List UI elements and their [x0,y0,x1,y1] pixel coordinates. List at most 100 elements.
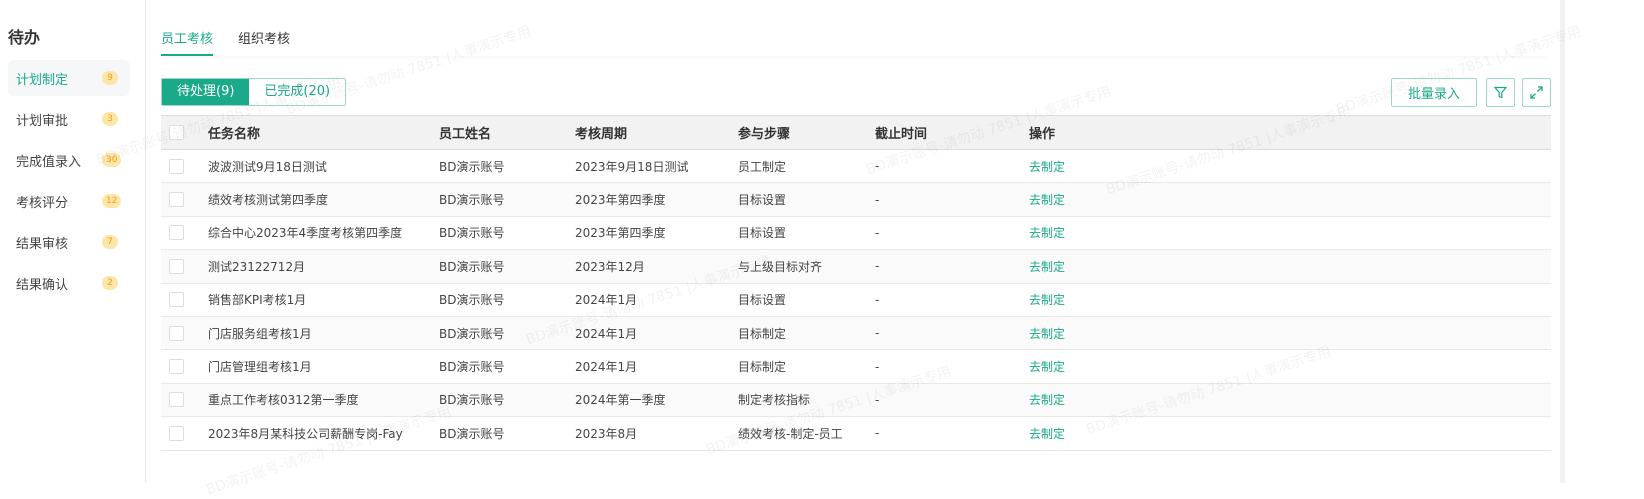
segment-pending[interactable]: 待处理(9) [162,79,250,105]
count-badge: 30 [102,153,122,167]
table-row: 绩效考核测试第四季度 BD演示账号 2023年第四季度 目标设置 - 去制定 [161,182,1551,217]
table-cell: 门店服务组考核1月 [208,316,439,351]
table-cell: 绩效考核测试第四季度 [208,182,439,217]
table-cell: - [875,182,1029,217]
table-cell: - [875,216,1029,251]
status-segment: 待处理(9) 已完成(20) [161,78,347,106]
count-badge: 9 [102,71,118,85]
select-all-checkbox[interactable] [169,125,184,140]
table-cell: 目标设置 [738,216,875,251]
table-cell: 2024年1月 [575,316,738,351]
action-link[interactable]: 去制定 [1029,293,1066,308]
row-checkbox[interactable] [169,359,184,375]
table-cell: 2023年9月18日测试 [575,149,738,184]
select-all[interactable] [161,115,208,150]
sidebar-item[interactable]: 结果审核 7 [8,224,130,260]
filter-button[interactable] [1486,78,1515,107]
table-row: 门店服务组考核1月 BD演示账号 2024年1月 目标制定 - 去制定 [161,316,1551,351]
table-cell: - [875,416,1029,451]
table-row: 2023年8月某科技公司薪酬专岗-Fay BD演示账号 2023年8月 绩效考核-制定… [161,416,1551,451]
table-cell: BD演示账号 [439,349,575,384]
expand-button[interactable] [1522,78,1551,107]
action-link[interactable]: 去制定 [1029,426,1066,441]
table-cell: 2024年1月 [575,349,738,384]
column-header: 员工姓名 [439,115,575,150]
table-cell: BD演示账号 [439,149,575,184]
table-row: 门店管理组考核1月 BD演示账号 2024年1月 目标制定 - 去制定 [161,349,1551,384]
sidebar-item[interactable]: 考核评分 12 [8,183,130,219]
sidebar-item[interactable]: 计划制定 9 [8,60,130,96]
sidebar-item-label: 完成值录入 [16,154,82,170]
expand-icon [1530,86,1543,99]
row-checkbox[interactable] [169,425,184,441]
table-cell: 重点工作考核0312第一季度 [208,383,439,418]
count-badge: 7 [102,235,118,249]
table-cell: 2024年1月 [575,283,738,317]
table-cell: BD演示账号 [439,383,575,418]
table-cell: 目标制定 [738,349,875,384]
table-cell: 目标制定 [738,316,875,351]
column-header: 考核周期 [575,115,738,150]
table-cell: - [875,383,1029,418]
sidebar-item[interactable]: 完成值录入 30 [8,142,130,178]
sidebar-item[interactable]: 计划审批 3 [8,101,130,137]
row-checkbox[interactable] [169,325,184,341]
sidebar-item-label: 结果审核 [16,236,69,252]
count-badge: 2 [102,276,118,290]
row-checkbox[interactable] [169,158,184,174]
sidebar: 待办 计划制定 9 计划审批 3 完成值录入 30 考核评分 12 结果审核 7 结果确认 2 [0,0,146,483]
column-header: 截止时间 [875,115,1029,150]
table-cell: 波波测试9月18日测试 [208,149,439,184]
table-cell: BD演示账号 [439,216,575,251]
count-badge: 12 [102,194,122,208]
table-cell: 2023年8月 [575,416,738,451]
row-checkbox[interactable] [169,258,184,274]
table-cell: BD演示账号 [439,416,575,451]
sidebar-item-label: 计划审批 [16,113,69,129]
action-link[interactable]: 去制定 [1029,326,1066,341]
action-link[interactable]: 去制定 [1029,193,1066,208]
batch-entry-button[interactable]: 批量录入 [1391,78,1477,107]
table-cell: 2023年第四季度 [575,182,738,217]
table-cell: 员工制定 [738,149,875,184]
count-badge: 3 [102,112,118,126]
column-header: 任务名称 [208,115,439,150]
row-checkbox[interactable] [169,192,184,208]
table-cell: 目标设置 [738,283,875,317]
table-cell: 测试23122712月 [208,249,439,284]
table-row: 销售部KPI考核1月 BD演示账号 2024年1月 目标设置 - 去制定 [161,283,1551,317]
table-cell: - [875,283,1029,317]
action-link[interactable]: 去制定 [1029,259,1066,274]
table-cell: 综合中心2023年4季度考核第四季度 [208,216,439,251]
segment-completed[interactable]: 已完成(20) [264,84,331,99]
table-cell: - [875,316,1029,351]
table-cell: 销售部KPI考核1月 [208,283,439,317]
action-link[interactable]: 去制定 [1029,159,1066,174]
column-header: 参与步骤 [738,115,875,150]
table-row: 测试23122712月 BD演示账号 2023年12月 与上级目标对齐 - 去制定 [161,249,1551,284]
sidebar-item-label: 计划制定 [16,72,69,88]
task-table: 任务名称 员工姓名 考核周期 参与步骤 截止时间 操作 波波测试9月18日测试 BD演示账号… [161,115,1551,451]
action-link[interactable]: 去制定 [1029,360,1066,375]
action-link[interactable]: 去制定 [1029,393,1066,408]
table-cell: - [875,249,1029,284]
action-link[interactable]: 去制定 [1029,226,1066,241]
table-cell: 制定考核指标 [738,383,875,418]
column-header: 操作 [1029,115,1551,150]
table-cell: BD演示账号 [439,182,575,217]
table-row: 综合中心2023年4季度考核第四季度 BD演示账号 2023年第四季度 目标设置 - 去制… [161,216,1551,251]
table-row: 波波测试9月18日测试 BD演示账号 2023年9月18日测试 员工制定 - 去制定 [161,149,1551,184]
table-cell: BD演示账号 [439,283,575,317]
table-cell: BD演示账号 [439,316,575,351]
sidebar-item[interactable]: 结果确认 2 [8,265,130,301]
row-checkbox[interactable] [169,225,184,241]
table-cell: 2023年第四季度 [575,216,738,251]
table-cell: 2024年第一季度 [575,383,738,418]
row-checkbox[interactable] [169,392,184,408]
table-cell: 2023年12月 [575,249,738,284]
row-checkbox[interactable] [169,292,184,308]
table-cell: - [875,349,1029,384]
tab-org-review[interactable]: 组织考核 [238,32,291,47]
scrollbar[interactable] [1560,0,1644,483]
tab-employee-review[interactable]: 员工考核 [161,28,214,56]
